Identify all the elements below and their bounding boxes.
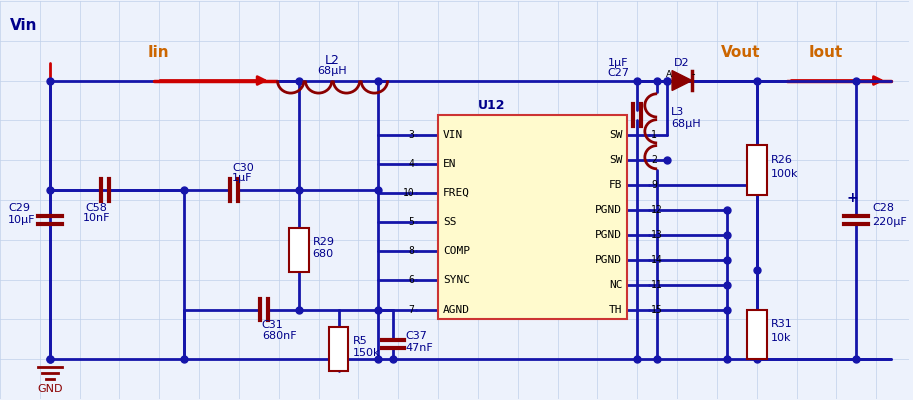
Text: A: A bbox=[666, 70, 672, 79]
Text: 4: 4 bbox=[408, 159, 415, 169]
Text: GND: GND bbox=[37, 384, 62, 394]
Text: Vin: Vin bbox=[10, 18, 37, 33]
Text: AGND: AGND bbox=[443, 304, 470, 314]
Text: -: - bbox=[692, 70, 696, 80]
Text: C27: C27 bbox=[607, 68, 629, 78]
Text: 14: 14 bbox=[651, 255, 663, 265]
Text: SYNC: SYNC bbox=[443, 275, 470, 285]
Text: 7: 7 bbox=[408, 304, 415, 314]
Text: 10: 10 bbox=[403, 188, 415, 198]
Text: 47nF: 47nF bbox=[405, 343, 433, 353]
Bar bbox=[747, 310, 767, 359]
Text: 150k: 150k bbox=[352, 348, 380, 358]
Text: U12: U12 bbox=[477, 99, 506, 112]
Text: C31: C31 bbox=[262, 320, 284, 330]
Text: 6: 6 bbox=[408, 275, 415, 285]
Text: R31: R31 bbox=[771, 320, 792, 330]
Text: FREQ: FREQ bbox=[443, 188, 470, 198]
Bar bbox=[438, 115, 627, 320]
Text: R26: R26 bbox=[771, 155, 792, 165]
Text: R29: R29 bbox=[312, 237, 335, 247]
Text: L3: L3 bbox=[671, 107, 685, 117]
Text: C30: C30 bbox=[232, 163, 254, 173]
Text: PGND: PGND bbox=[595, 205, 623, 215]
Text: C37: C37 bbox=[405, 332, 427, 342]
Text: COMP: COMP bbox=[443, 246, 470, 256]
Bar bbox=[747, 145, 767, 195]
Text: 5: 5 bbox=[408, 217, 415, 227]
Text: 15: 15 bbox=[651, 304, 663, 314]
Text: 8: 8 bbox=[408, 246, 415, 256]
Text: +: + bbox=[846, 191, 858, 205]
Text: 10nF: 10nF bbox=[83, 213, 110, 223]
Text: Iin: Iin bbox=[147, 45, 169, 60]
Text: 68μH: 68μH bbox=[318, 66, 347, 76]
Text: 100k: 100k bbox=[771, 169, 798, 179]
Text: NC: NC bbox=[609, 280, 623, 290]
Text: 3: 3 bbox=[408, 130, 415, 140]
Text: SW: SW bbox=[609, 155, 623, 165]
Text: FB: FB bbox=[609, 180, 623, 190]
Text: 12: 12 bbox=[651, 205, 663, 215]
Text: TH: TH bbox=[609, 304, 623, 314]
Text: 10μF: 10μF bbox=[8, 215, 36, 225]
Polygon shape bbox=[672, 70, 692, 90]
Text: SS: SS bbox=[443, 217, 456, 227]
Text: PGND: PGND bbox=[595, 255, 623, 265]
Text: Vout: Vout bbox=[721, 45, 761, 60]
Text: 680nF: 680nF bbox=[262, 332, 297, 342]
Text: 220μF: 220μF bbox=[872, 217, 907, 227]
Text: 1μF: 1μF bbox=[607, 58, 628, 68]
Text: Iout: Iout bbox=[809, 45, 843, 60]
Text: 2: 2 bbox=[651, 155, 657, 165]
Text: 680: 680 bbox=[312, 249, 334, 259]
Text: C58: C58 bbox=[86, 203, 108, 213]
Text: C29: C29 bbox=[8, 203, 30, 213]
Text: R5: R5 bbox=[352, 336, 367, 346]
Text: EN: EN bbox=[443, 159, 456, 169]
Text: 9: 9 bbox=[651, 180, 657, 190]
Text: VIN: VIN bbox=[443, 130, 463, 140]
Bar bbox=[289, 228, 309, 272]
Text: D2: D2 bbox=[674, 58, 690, 68]
Text: C28: C28 bbox=[872, 203, 894, 213]
Text: 13: 13 bbox=[651, 230, 663, 240]
Text: PGND: PGND bbox=[595, 230, 623, 240]
Text: 68μH: 68μH bbox=[671, 119, 700, 129]
Text: 10k: 10k bbox=[771, 333, 792, 343]
Text: SW: SW bbox=[609, 130, 623, 140]
Text: 11: 11 bbox=[651, 280, 663, 290]
Text: L2: L2 bbox=[325, 54, 340, 67]
Text: 1μF: 1μF bbox=[232, 173, 253, 183]
Bar bbox=[329, 328, 349, 371]
Text: 1: 1 bbox=[651, 130, 657, 140]
